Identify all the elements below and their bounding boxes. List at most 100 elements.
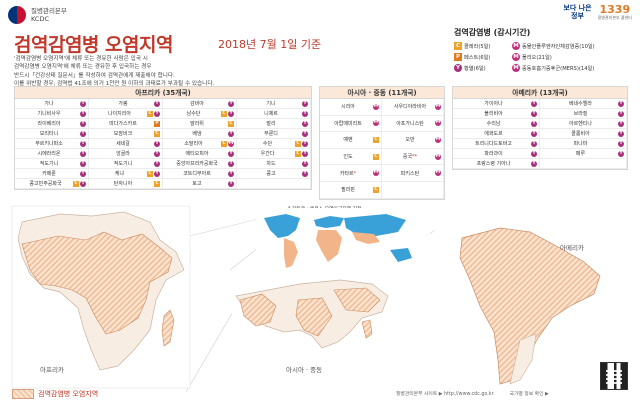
country-cell: 브라질 Y bbox=[540, 109, 627, 119]
cdc-site-link[interactable]: 질병관리본부 사이트 ▶ http://www.cdc.go.kr bbox=[396, 392, 494, 397]
country-name: 마다가스카르 bbox=[109, 121, 137, 127]
country-name: 수단 bbox=[262, 141, 273, 147]
disease-badge-c: C bbox=[73, 180, 79, 187]
disease-badge-y: Y bbox=[80, 120, 86, 127]
disease-badge-y: Y bbox=[228, 180, 234, 187]
country-name: 시리아 bbox=[341, 104, 355, 111]
disease-badge-p: P bbox=[454, 53, 462, 61]
country-cell: 에티오피아 Y bbox=[163, 149, 237, 159]
disease-badge-y: Y bbox=[228, 130, 234, 137]
country-name: 아랍에미리트 bbox=[334, 120, 362, 127]
country-name: 토고 bbox=[192, 181, 202, 187]
country-name: 니제르 bbox=[264, 111, 278, 117]
disease-badge-y: Y bbox=[228, 150, 234, 157]
disease-badge-y: Y bbox=[80, 160, 86, 167]
country-cell: 감비아 Y bbox=[163, 99, 237, 109]
country-name: 인도 bbox=[343, 154, 353, 161]
country-name: 파나마 bbox=[573, 141, 588, 147]
country-cell: 사우디아라비아 M bbox=[382, 99, 444, 116]
africa-header: 아프리카 (35개국) bbox=[15, 87, 311, 99]
country-cell: 파나마 Y bbox=[540, 139, 627, 149]
country-cell: 파라과이 Y bbox=[453, 149, 540, 159]
hotline-logo: 1339 질병관리본부 콜센터 bbox=[597, 3, 632, 20]
country-name: 남수단 bbox=[186, 111, 201, 117]
disease-badge-y: Y bbox=[80, 130, 86, 137]
country-cell: 코트디부아르 Y bbox=[163, 169, 237, 179]
country-name: 시에라리온 bbox=[37, 151, 61, 157]
disease-badge-y: Y bbox=[531, 110, 537, 117]
org-abbr: KCDC bbox=[31, 15, 49, 23]
country-cell: 앙골라 Y bbox=[89, 149, 163, 159]
disease-badge-y: Y bbox=[228, 100, 234, 107]
country-cell: 인도 C bbox=[320, 148, 382, 166]
country-name: 케냐 bbox=[114, 171, 125, 177]
country-cell: 기니비사우 Y bbox=[15, 109, 89, 119]
disease-badge-y: Y bbox=[80, 150, 86, 157]
country-cell: 오만 M bbox=[382, 132, 444, 149]
country-name: 중국** bbox=[402, 154, 418, 161]
country-cell: 수단 C Y bbox=[237, 139, 311, 149]
country-cell: 트리니다드토바고 Y bbox=[453, 139, 540, 149]
country-cell bbox=[382, 181, 444, 199]
country-cell: 아르헨티나 Y bbox=[540, 119, 627, 129]
country-name: 트리니다드토바고 bbox=[475, 141, 512, 147]
country-name: 오만 bbox=[405, 137, 415, 144]
country-name: 코트디부아르 bbox=[183, 171, 211, 177]
disease-badge-c: C bbox=[154, 180, 160, 187]
country-cell: 케냐 C Y bbox=[89, 169, 163, 179]
government-emblem-icon bbox=[8, 6, 26, 24]
country-name: 사우디아라비아 bbox=[393, 104, 427, 111]
country-cell: 아프가니스탄 M bbox=[382, 115, 444, 133]
intro-text: '검역감염병 오염지역'에 체류 또는 경유한 사람은 입국 시 검역감염병 오… bbox=[14, 56, 215, 87]
country-cell: 볼리비아 Y bbox=[453, 109, 540, 119]
country-cell: 적도기니 Y bbox=[15, 159, 89, 169]
disease-badge-c: C bbox=[147, 170, 153, 177]
america-header: 아메리카 (13개국) bbox=[453, 87, 627, 99]
disease-badge-y: Y bbox=[228, 160, 234, 167]
country-cell: 카타르* M bbox=[320, 165, 382, 182]
disease-badge-m: M bbox=[512, 53, 520, 61]
disease-badge-m: M bbox=[435, 103, 441, 110]
country-name: 에티오피아 bbox=[185, 151, 209, 157]
disease-badge-y: Y bbox=[454, 64, 462, 72]
country-name: 파키스탄 bbox=[400, 170, 420, 177]
disease-badge-y: Y bbox=[80, 110, 86, 117]
country-name: 파라과이 bbox=[484, 151, 503, 157]
country-cell: 중앙아프리카공화국 Y bbox=[163, 159, 237, 169]
country-name: 중앙아프리카공화국 bbox=[176, 161, 218, 167]
country-cell: 페루 Y bbox=[540, 149, 627, 159]
asia-map bbox=[232, 270, 392, 388]
disease-badge-y: Y bbox=[302, 150, 308, 157]
qr-code[interactable] bbox=[600, 362, 628, 390]
disease-badge-y: Y bbox=[618, 150, 624, 157]
disease-badge-y: Y bbox=[154, 110, 160, 117]
disease-badge-y: Y bbox=[618, 130, 624, 137]
disease-badge-m: M bbox=[373, 103, 379, 110]
country-cell: 에콰도르 Y bbox=[453, 129, 540, 139]
disease-badge-c: C bbox=[154, 130, 160, 137]
country-cell: 토고 Y bbox=[163, 179, 237, 189]
country-cell: 예멘 C bbox=[320, 132, 382, 149]
disease-badge-y: Y bbox=[531, 130, 537, 137]
disease-badge-c: C bbox=[295, 140, 301, 147]
disease-badge-y: Y bbox=[80, 100, 86, 107]
country-cell: 남수단 C Y bbox=[163, 109, 237, 119]
country-name: 부르키나파소 bbox=[35, 141, 63, 147]
country-name: 모리타니 bbox=[39, 131, 59, 137]
country-name: 카타르* bbox=[339, 170, 357, 177]
disease-badge-y: Y bbox=[80, 170, 86, 177]
country-name: 베냉 bbox=[192, 131, 202, 137]
country-cell: 나이지리아 C Y bbox=[89, 109, 163, 119]
country-name: 카메룬 bbox=[42, 171, 56, 177]
country-name: 라이베리아 bbox=[37, 121, 61, 127]
country-name: 우간다 bbox=[260, 151, 275, 157]
page-subtitle: 2018년 7월 1일 기준 bbox=[218, 38, 322, 51]
country-info-link[interactable]: 국가별 정보 확인 ▶ bbox=[509, 392, 549, 397]
country-cell: 시리아 M bbox=[320, 99, 382, 116]
country-name: 콩고 bbox=[266, 171, 276, 177]
disease-badge-y: Y bbox=[302, 120, 308, 127]
disease-badge-c: C bbox=[221, 110, 227, 117]
country-cell: 중국** M bbox=[382, 148, 444, 166]
disease-badge-y: Y bbox=[302, 130, 308, 137]
